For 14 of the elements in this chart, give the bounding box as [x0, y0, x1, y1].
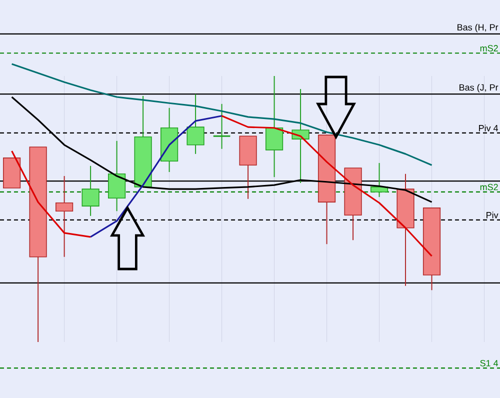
- candlestick: [82, 165, 100, 216]
- candlestick: [292, 88, 310, 184]
- ref-line-label: Piv: [486, 212, 498, 218]
- ref-line-label: Piv 4: [479, 124, 498, 132]
- ref-line-label: Bas (H, Pr: [458, 24, 498, 32]
- candlestick: [56, 176, 74, 258]
- candlestick: [265, 75, 284, 178]
- candlestick: [370, 162, 388, 198]
- ref-line-label: S1 4: [480, 360, 498, 366]
- ref-line-label: mS2: [480, 45, 498, 52]
- candlestick: [212, 103, 231, 150]
- ref-line-label: mS2: [480, 184, 498, 190]
- candlestick: [186, 94, 204, 154]
- ref-line-label: Bas (J, Pr: [460, 84, 498, 92]
